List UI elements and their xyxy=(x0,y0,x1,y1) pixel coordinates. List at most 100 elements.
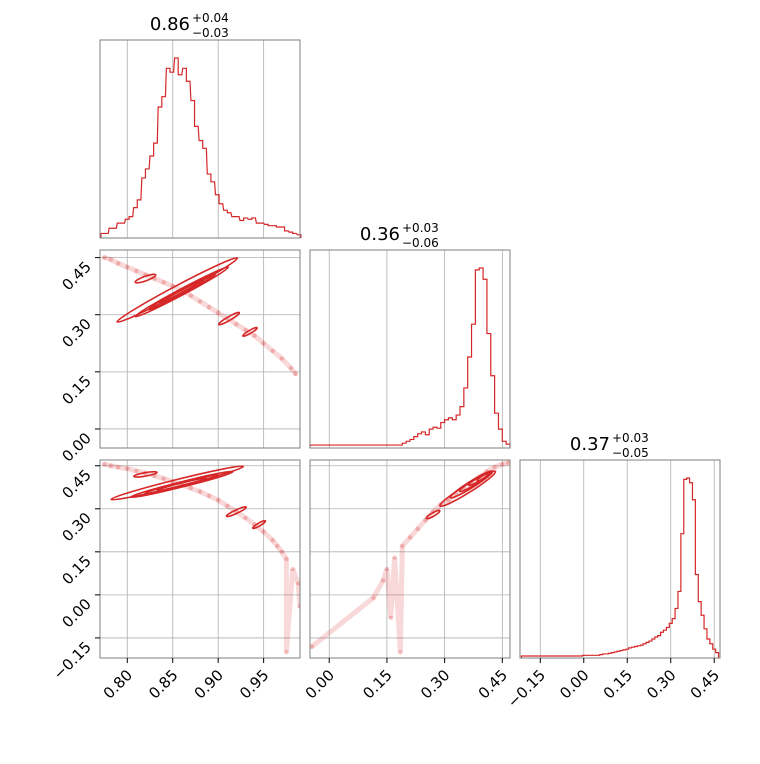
contour-level xyxy=(116,256,239,324)
diag-0-histogram-step xyxy=(100,57,302,238)
sample-point xyxy=(415,526,420,532)
y-tick-label: 0.15 xyxy=(58,552,94,588)
diag-0-frame xyxy=(99,39,301,239)
x-tick-label: 0.00 xyxy=(302,666,338,702)
sample-point xyxy=(293,371,298,376)
sample-point xyxy=(492,464,497,470)
y-tick-label: 0.00 xyxy=(58,429,94,465)
contour-level xyxy=(134,273,157,284)
offdiag-2-1-panel xyxy=(310,460,510,658)
diag-2-frame xyxy=(519,459,721,659)
sample-point xyxy=(206,304,212,310)
sample-point xyxy=(310,644,315,649)
diag-1-title-minus: −0.06 xyxy=(402,236,439,250)
diag-2-panel: 0.37 +0.03−0.05 xyxy=(520,431,720,658)
sample-point xyxy=(215,310,221,316)
sample-point xyxy=(279,356,285,361)
sample-point xyxy=(161,476,166,481)
y-tick-label: 0.45 xyxy=(58,258,94,294)
x-tick-label: 0.00 xyxy=(556,666,592,702)
diag-0-panel: 0.86 +0.04−0.03 xyxy=(100,11,302,238)
x-tick-label: 0.45 xyxy=(687,666,723,702)
sample-point xyxy=(115,261,121,266)
y-tick-label: 0.45 xyxy=(58,466,94,502)
x-tick-label: −0.15 xyxy=(504,666,549,711)
sample-point xyxy=(115,464,121,470)
diag-1-title-median: 0.36 xyxy=(360,224,400,245)
diag-1-frame xyxy=(309,249,511,449)
contour-level xyxy=(158,279,206,305)
sample-point xyxy=(243,515,248,521)
sample-point xyxy=(297,604,300,609)
x-tick-label: 0.85 xyxy=(145,666,181,702)
offdiag-1-0-marks xyxy=(102,255,298,377)
diag-1-histogram-step xyxy=(309,267,511,448)
contour-level xyxy=(156,477,208,492)
sample-point xyxy=(270,538,275,543)
contour-level xyxy=(476,472,490,482)
sample-point xyxy=(134,268,139,274)
sample-point xyxy=(102,255,107,260)
diag-0-title-plus: +0.04 xyxy=(192,11,229,25)
y-tick-label: −0.15 xyxy=(50,638,95,683)
sample-point xyxy=(197,299,203,304)
sample-point xyxy=(407,535,413,540)
sample-point xyxy=(188,485,194,491)
offdiag-2-1-frame xyxy=(309,459,511,659)
x-tick-label: 0.30 xyxy=(643,666,679,702)
contour-level xyxy=(242,326,258,337)
sample-point xyxy=(108,257,114,262)
sample-point xyxy=(284,556,289,562)
sample-point xyxy=(206,493,212,499)
sample-point xyxy=(380,578,386,583)
x-tick-label: 0.90 xyxy=(191,666,227,702)
diag-2-title-minus: −0.05 xyxy=(612,446,649,460)
x-tick-label: 0.30 xyxy=(417,666,453,702)
sample-point xyxy=(275,543,280,549)
sample-point xyxy=(284,650,289,655)
sample-point xyxy=(384,566,390,572)
contour-level xyxy=(251,519,267,530)
sample-point xyxy=(446,497,451,503)
contour-level xyxy=(218,311,241,326)
sample-point xyxy=(295,581,300,586)
x-tick-label: 0.95 xyxy=(236,666,272,702)
sample-point xyxy=(371,595,376,600)
sample-point xyxy=(134,468,139,474)
sample-point xyxy=(398,650,403,655)
offdiag-2-0-panel xyxy=(100,460,300,658)
sample-density-band xyxy=(102,461,300,653)
sample-point xyxy=(243,327,248,333)
diag-0-title-minus: −0.03 xyxy=(192,26,229,40)
sample-point xyxy=(261,341,266,346)
sample-point xyxy=(505,460,510,466)
sample-point xyxy=(125,264,130,270)
contour-level xyxy=(133,470,158,478)
diag-2-title-median: 0.37 xyxy=(570,434,610,455)
diag-0-title-median: 0.86 xyxy=(150,14,190,35)
sample-point xyxy=(288,365,294,371)
diag-1-panel: 0.36 +0.03−0.06 xyxy=(309,221,511,448)
sample-point xyxy=(388,615,393,621)
sample-point xyxy=(108,463,114,468)
sample-point xyxy=(500,462,505,467)
sample-point xyxy=(225,503,230,509)
sample-point xyxy=(252,333,257,338)
contour-level xyxy=(425,509,441,520)
sample-point xyxy=(188,293,194,298)
sample-point xyxy=(234,322,239,327)
sample-point xyxy=(290,566,295,572)
sample-point xyxy=(125,466,130,471)
y-tick-label: 0.00 xyxy=(58,595,94,631)
sample-density-band xyxy=(310,460,510,653)
sample-point xyxy=(392,555,397,560)
diag-1-title-plus: +0.03 xyxy=(402,221,439,235)
offdiag-2-1-marks xyxy=(310,460,510,655)
sample-point xyxy=(400,543,405,549)
diag-2-title-plus: +0.03 xyxy=(612,431,649,445)
sample-point xyxy=(102,462,107,467)
x-tick-label: 0.80 xyxy=(100,666,136,702)
offdiag-2-0-frame xyxy=(99,459,301,659)
sample-point xyxy=(270,348,275,354)
